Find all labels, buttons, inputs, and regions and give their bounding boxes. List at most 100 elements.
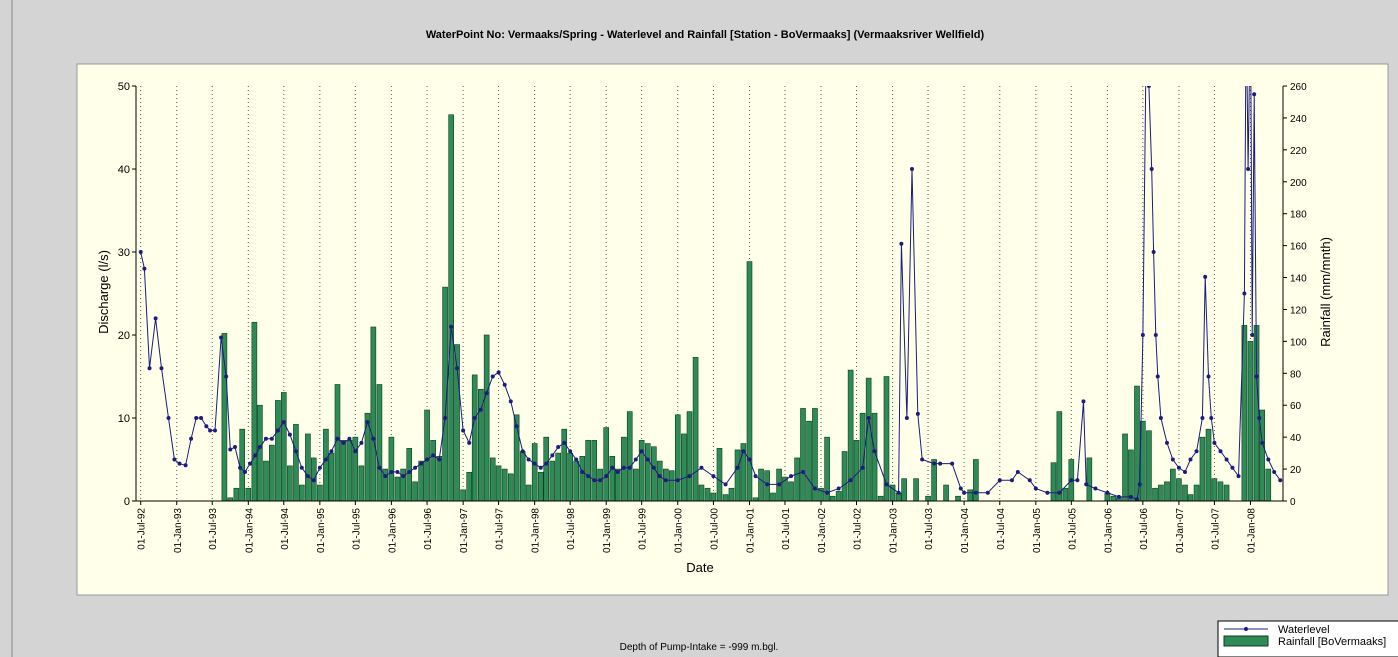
point xyxy=(735,465,740,470)
bar xyxy=(800,408,806,502)
point xyxy=(1252,92,1257,97)
point xyxy=(183,463,188,468)
point xyxy=(711,474,716,479)
bar xyxy=(567,452,573,502)
bar xyxy=(549,460,556,502)
point xyxy=(257,445,262,450)
point xyxy=(371,436,376,441)
bar xyxy=(460,489,466,502)
point xyxy=(1093,486,1098,491)
legend-marker xyxy=(1244,627,1248,631)
point xyxy=(1242,291,1247,296)
point xyxy=(1105,490,1110,495)
point xyxy=(419,461,424,466)
point xyxy=(1137,482,1142,487)
point xyxy=(335,436,340,441)
point xyxy=(1246,167,1251,171)
bar xyxy=(1158,484,1164,502)
point xyxy=(1027,478,1032,483)
point xyxy=(1278,478,1283,483)
point xyxy=(269,436,274,441)
x-tick-label: 01-Jul-05 xyxy=(1067,508,1078,550)
bar xyxy=(436,456,443,502)
bar xyxy=(692,357,699,502)
point xyxy=(645,457,650,462)
bar xyxy=(579,456,586,502)
point xyxy=(347,436,352,441)
point xyxy=(633,457,638,462)
point xyxy=(208,428,213,433)
bar xyxy=(710,492,717,502)
point xyxy=(1254,374,1259,379)
y2-tick-label: 240 xyxy=(1290,114,1307,125)
bar xyxy=(1170,468,1176,502)
point xyxy=(532,461,537,466)
point xyxy=(1155,374,1160,379)
point xyxy=(395,469,400,474)
bar xyxy=(913,478,919,502)
x-tick-label: 01-Jan-00 xyxy=(674,508,685,553)
y2-tick-label: 160 xyxy=(1290,242,1307,253)
bar xyxy=(1110,495,1117,502)
bar xyxy=(406,448,413,502)
bar xyxy=(877,495,884,502)
point xyxy=(789,474,794,479)
point xyxy=(359,440,364,445)
bar xyxy=(943,484,949,502)
point xyxy=(1266,457,1271,462)
point xyxy=(1069,478,1074,483)
bar xyxy=(239,428,246,502)
x-tick-label: 01-Jan-99 xyxy=(602,508,613,553)
bar xyxy=(501,468,508,502)
point xyxy=(242,469,247,474)
x-tick-label: 01-Jan-01 xyxy=(745,508,756,553)
x-tick-label: 01-Jan-03 xyxy=(889,508,900,553)
point xyxy=(1057,490,1062,495)
x-tick-label: 01-Jan-05 xyxy=(1032,508,1043,553)
bar xyxy=(430,440,436,502)
bar xyxy=(1122,433,1128,502)
point xyxy=(253,453,258,458)
point xyxy=(610,465,615,470)
point xyxy=(287,432,292,437)
bar xyxy=(681,433,687,502)
point xyxy=(958,486,963,491)
x-tick-label: 01-Jan-04 xyxy=(960,508,971,553)
point xyxy=(365,420,370,425)
point xyxy=(389,469,394,474)
point xyxy=(904,416,909,420)
bar xyxy=(597,468,603,502)
bar xyxy=(806,420,812,502)
bar xyxy=(591,440,598,502)
point xyxy=(753,474,758,479)
bar xyxy=(925,495,931,502)
bar xyxy=(603,427,610,502)
bar xyxy=(1187,494,1194,502)
bar xyxy=(519,451,526,502)
legend-swatch xyxy=(1223,635,1269,647)
point xyxy=(299,465,304,470)
bar xyxy=(245,487,252,502)
bars xyxy=(221,114,1272,502)
point xyxy=(950,461,955,466)
x-tick-label: 01-Jul-01 xyxy=(781,508,792,550)
point xyxy=(431,453,436,458)
point xyxy=(657,474,662,479)
bar xyxy=(370,326,377,502)
bar xyxy=(269,444,275,502)
x-tick-label: 01-Jul-95 xyxy=(351,508,362,550)
point xyxy=(520,449,525,454)
point xyxy=(1250,333,1255,337)
point xyxy=(909,167,914,171)
y-tick-label: 20 xyxy=(118,330,130,342)
point xyxy=(472,416,477,420)
point xyxy=(219,335,224,340)
point xyxy=(1170,457,1175,462)
bar xyxy=(489,457,496,502)
y2-tick-label: 0 xyxy=(1290,497,1296,508)
point xyxy=(1149,167,1154,171)
point xyxy=(305,474,310,479)
bar xyxy=(561,428,568,502)
bar xyxy=(644,443,651,502)
bar xyxy=(543,436,550,502)
